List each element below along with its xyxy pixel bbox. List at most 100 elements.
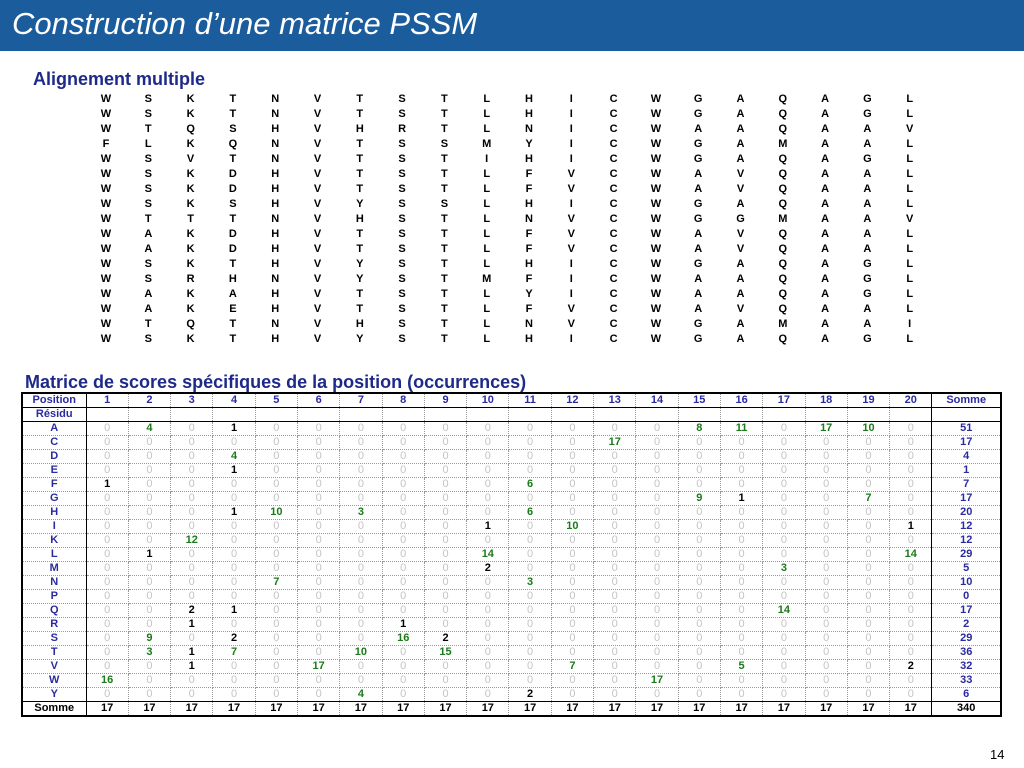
matrix-cell: 0 — [551, 673, 595, 688]
matrix-cell: 0 — [424, 449, 468, 464]
alignment-residue: F — [525, 243, 533, 255]
alignment-residue: Q — [778, 183, 788, 195]
alignment-residue: N — [271, 213, 280, 225]
empty-cell — [678, 407, 721, 422]
alignment-residue: T — [441, 243, 448, 255]
alignment-residue: T — [356, 288, 364, 300]
alignment-residue: H — [525, 93, 533, 105]
matrix-cell: 0 — [255, 631, 298, 646]
alignment-residue: T — [441, 153, 448, 165]
alignment-residue: V — [567, 243, 575, 255]
alignment-residue: A — [863, 318, 872, 330]
matrix-cell: 0 — [255, 645, 298, 660]
matrix-cell: 2 — [212, 631, 256, 646]
alignment-residue: V — [313, 123, 322, 135]
matrix-cell: 0 — [255, 519, 298, 534]
matrix-cell: 0 — [508, 435, 552, 450]
alignment-residue: W — [650, 243, 662, 255]
alignment-residue: S — [398, 243, 406, 255]
alignment-residue: A — [694, 168, 703, 180]
residue-label: C — [22, 435, 87, 450]
matrix-cell: 0 — [382, 533, 425, 548]
alignment-residue: T — [441, 258, 448, 270]
alignment-residue: M — [778, 213, 788, 225]
matrix-cell: 0 — [889, 477, 933, 492]
matrix-cell: 0 — [424, 561, 468, 576]
alignment-residue: A — [736, 333, 745, 345]
alignment-residue: C — [609, 198, 618, 210]
alignment-residue: W — [100, 228, 112, 240]
matrix-cell: 0 — [720, 435, 764, 450]
matrix-cell: 0 — [847, 561, 891, 576]
matrix-cell: 0 — [805, 659, 848, 674]
matrix-cell: 0 — [847, 463, 891, 478]
matrix-cell: 0 — [212, 575, 256, 590]
alignment-residue: S — [229, 198, 237, 210]
matrix-heading: Matrice de scores spécifiques de la posi… — [25, 372, 527, 392]
alignment-residue: V — [313, 318, 322, 330]
alignment-residue: I — [569, 138, 573, 150]
matrix-cell: 0 — [508, 631, 552, 646]
alignment-residue: D — [228, 183, 237, 195]
matrix-cell: 6 — [508, 505, 552, 520]
matrix-cell: 0 — [86, 533, 129, 548]
matrix-cell: 0 — [255, 533, 298, 548]
alignment-residue: T — [441, 303, 448, 315]
alignment-residue: Q — [186, 123, 195, 135]
alignment-residue: V — [736, 183, 745, 195]
matrix-cell: 0 — [720, 519, 764, 534]
alignment-residue: V — [313, 243, 322, 255]
matrix-row: S 0 9 0 2 0 0 0 16 2 0 0 0 0 0 0 0 0 0 0 0 29 — [22, 631, 1002, 646]
matrix-cell: 0 — [889, 631, 933, 646]
matrix-cell: 5 — [720, 659, 764, 674]
alignment-residue: N — [525, 123, 533, 135]
matrix-cell: 0 — [255, 477, 298, 492]
alignment-residue: A — [694, 288, 703, 300]
matrix-row: V 0 0 1 0 0 17 0 0 0 0 0 7 0 0 0 5 0 0 0 2 32 — [22, 659, 1002, 674]
alignment-residue: C — [609, 108, 618, 120]
alignment-residue: T — [144, 318, 152, 330]
alignment-residue: L — [906, 243, 914, 255]
matrix-cell: 0 — [847, 617, 891, 632]
alignment-residue: S — [398, 138, 406, 150]
alignment-residue: I — [569, 93, 573, 105]
position-header: 9 — [424, 393, 468, 408]
alignment-residue: R — [398, 123, 407, 135]
alignment-residue: L — [906, 93, 914, 105]
alignment-residue: S — [398, 198, 406, 210]
matrix-row: I 0 0 0 0 0 0 0 0 0 1 0 10 0 0 0 0 0 0 0 1 12 — [22, 519, 1002, 534]
matrix-cell: 0 — [170, 631, 214, 646]
matrix-cell: 0 — [382, 449, 425, 464]
matrix-cell: 0 — [762, 589, 806, 604]
residue-label: M — [22, 561, 87, 576]
alignment-residue: L — [906, 183, 914, 195]
matrix-cell: 16 — [382, 631, 425, 646]
alignment-residue: W — [650, 198, 662, 210]
matrix-cell: 0 — [551, 603, 595, 618]
matrix-cell: 0 — [762, 435, 806, 450]
alignment-residue: Q — [778, 303, 788, 315]
matrix-cell: 0 — [635, 645, 679, 660]
matrix-cell: 3 — [762, 561, 806, 576]
matrix-cell: 0 — [297, 435, 341, 450]
position-header: 8 — [382, 393, 425, 408]
alignment-residue: T — [441, 168, 448, 180]
alignment-residue: Q — [228, 138, 238, 150]
row-sum: 2 — [931, 617, 1002, 632]
alignment-residue: L — [483, 183, 491, 195]
alignment-residue: S — [398, 213, 406, 225]
matrix-row: K 0 0 12 0 0 0 0 0 0 0 0 0 0 0 0 0 0 0 0 0 12 — [22, 533, 1002, 548]
matrix-cell: 0 — [128, 687, 172, 702]
position-header: 3 — [170, 393, 214, 408]
sum-row-label: Somme — [22, 701, 87, 716]
matrix-cell: 17 — [805, 421, 848, 436]
alignment-residue: K — [186, 228, 195, 240]
empty-cell — [635, 407, 679, 422]
alignment-residue: Q — [778, 243, 788, 255]
matrix-cell: 0 — [170, 477, 214, 492]
alignment-residue: A — [736, 153, 745, 165]
matrix-cell: 1 — [212, 463, 256, 478]
alignment-residue: A — [821, 183, 830, 195]
